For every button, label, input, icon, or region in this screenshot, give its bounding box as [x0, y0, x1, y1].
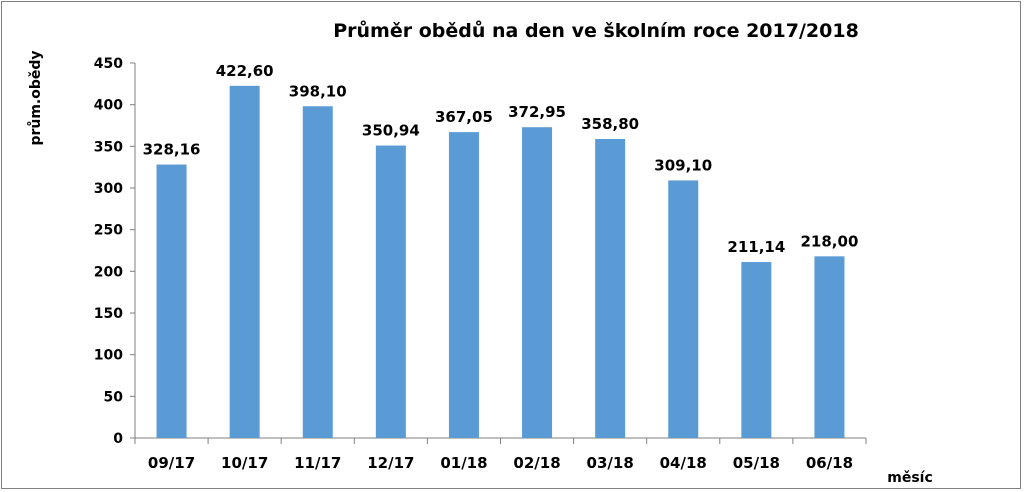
data-label: 372,95 [508, 103, 566, 121]
x-tick-label: 09/17 [148, 454, 195, 472]
data-label: 422,60 [216, 62, 274, 80]
data-label: 309,10 [654, 156, 712, 174]
y-tick-label: 0 [113, 431, 123, 447]
bar-06/18 [814, 256, 845, 438]
y-tick-label: 100 [94, 348, 123, 364]
y-axis-label: prům.obědy [27, 50, 44, 145]
y-tick-label: 200 [94, 264, 123, 280]
bar-10/17 [229, 85, 260, 438]
plot-area: 0 50 100 150 200 250 300 350 400 450 328,16 09/17 42… [94, 56, 867, 472]
bar-09/17 [156, 164, 187, 439]
y-tick-label: 250 [94, 223, 123, 239]
bar-11/17 [302, 106, 333, 438]
data-label: 218,00 [801, 232, 859, 250]
bar-03/18 [595, 139, 626, 438]
x-tick-label: 01/18 [440, 454, 487, 472]
chart-title: Průměr obědů na den ve školním roce 2017… [333, 19, 859, 42]
x-axis-label: měsíc [887, 470, 933, 486]
data-label: 358,80 [581, 115, 639, 133]
x-tick-label: 03/18 [587, 454, 634, 472]
y-tick-label: 450 [94, 56, 123, 72]
x-tick-label: 11/17 [294, 454, 341, 472]
y-tick-label: 400 [94, 98, 123, 114]
bar-04/18 [668, 180, 699, 438]
x-tick-label: 12/17 [367, 454, 414, 472]
data-label: 367,05 [435, 108, 493, 126]
y-tick-label: 150 [94, 306, 123, 322]
data-label: 398,10 [289, 82, 347, 100]
x-tick-label: 02/18 [513, 454, 560, 472]
y-tick-label: 300 [94, 181, 123, 197]
y-tick-label: 350 [94, 139, 123, 155]
bar-01/18 [448, 132, 479, 438]
x-tick-label: 05/18 [733, 454, 780, 472]
data-label: 350,94 [362, 122, 420, 140]
data-label: 211,14 [727, 238, 785, 256]
x-tick-label: 04/18 [660, 454, 707, 472]
bar-12/17 [375, 145, 406, 439]
x-tick-label: 10/17 [221, 454, 268, 472]
y-tick-label: 50 [104, 389, 124, 405]
x-tick-label: 06/18 [806, 454, 853, 472]
data-label: 328,16 [143, 141, 201, 159]
bar-02/18 [522, 127, 553, 438]
bar-05/18 [741, 262, 772, 438]
